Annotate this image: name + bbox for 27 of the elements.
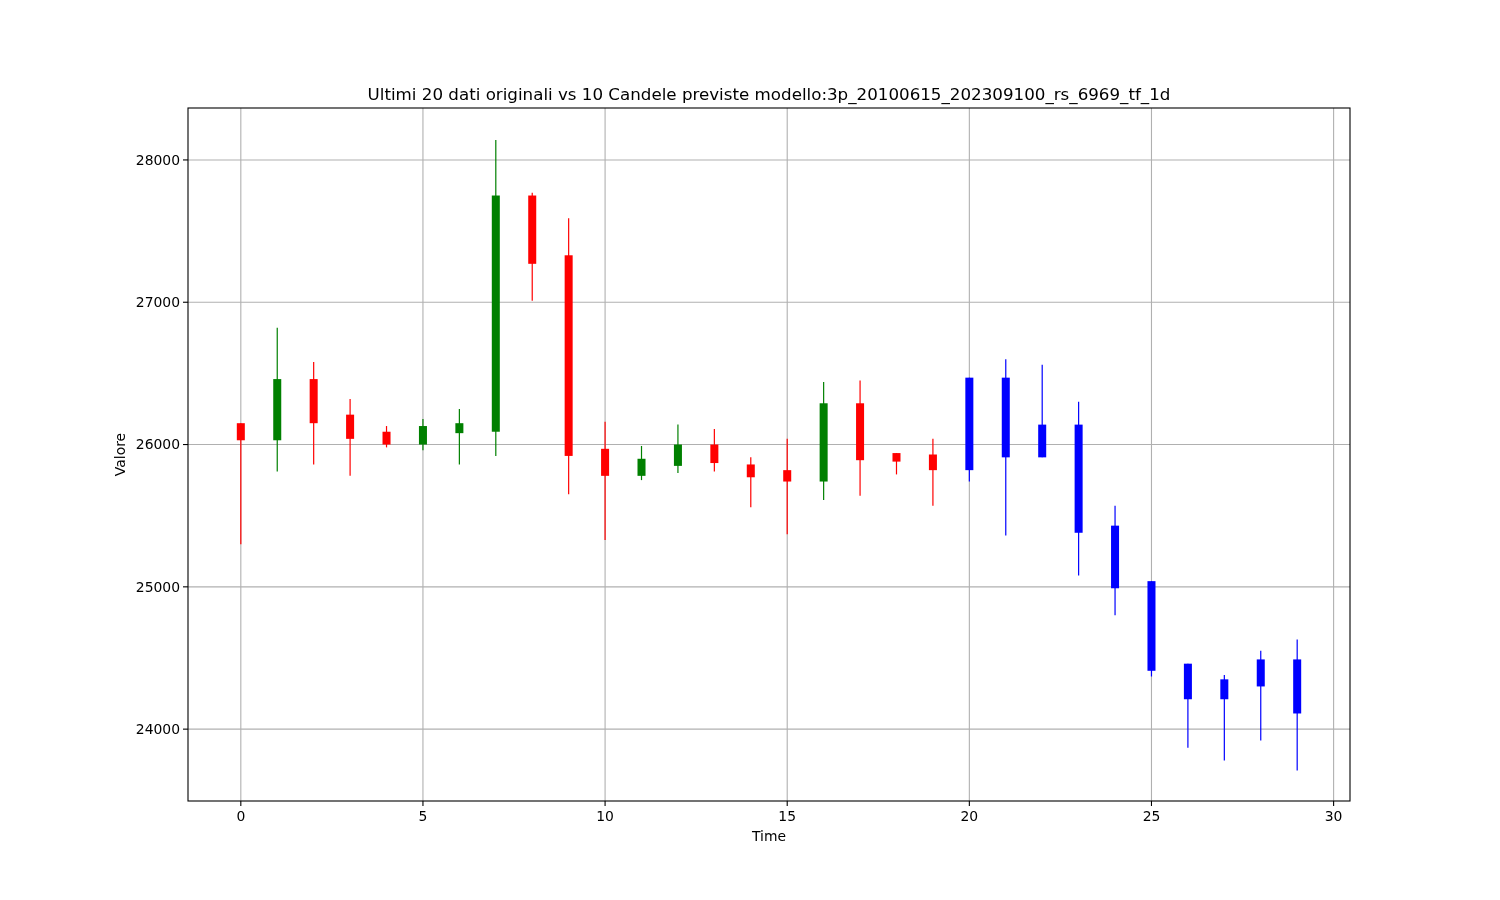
x-tick-label: 10	[596, 808, 614, 824]
candlestick	[746, 456, 755, 508]
candlestick	[928, 438, 937, 507]
y-tick-label: 28000	[135, 151, 180, 168]
y-tick-label: 26000	[135, 436, 180, 453]
y-tick-label: 25000	[135, 578, 180, 595]
candlestick	[418, 418, 427, 451]
x-tick-label: 25	[1142, 808, 1161, 824]
y-tick-label: 27000	[135, 294, 180, 311]
x-axis-title: Time	[751, 828, 786, 844]
x-tick-label: 5	[418, 808, 428, 824]
chart-title: Ultimi 20 dati originali vs 10 Candele previste modello:3p_20100615_202309100_rs_6969_tf_1d	[367, 84, 1171, 105]
candlestick	[637, 445, 646, 481]
y-tick-label: 24000	[135, 721, 180, 737]
candlestick	[783, 438, 792, 535]
x-tick-label: 30	[1324, 808, 1343, 824]
y-axis-title: Valore	[112, 432, 128, 477]
candlestick	[892, 452, 901, 476]
x-tick-label: 0	[236, 808, 246, 824]
x-tick-label: 15	[778, 808, 797, 824]
candlestick	[673, 424, 682, 474]
x-tick-label: 20	[960, 808, 979, 824]
candlestick	[455, 408, 464, 466]
candlestick	[236, 422, 245, 545]
candlestick	[1220, 674, 1229, 762]
candlestick	[382, 425, 391, 448]
candlestick	[710, 428, 719, 473]
